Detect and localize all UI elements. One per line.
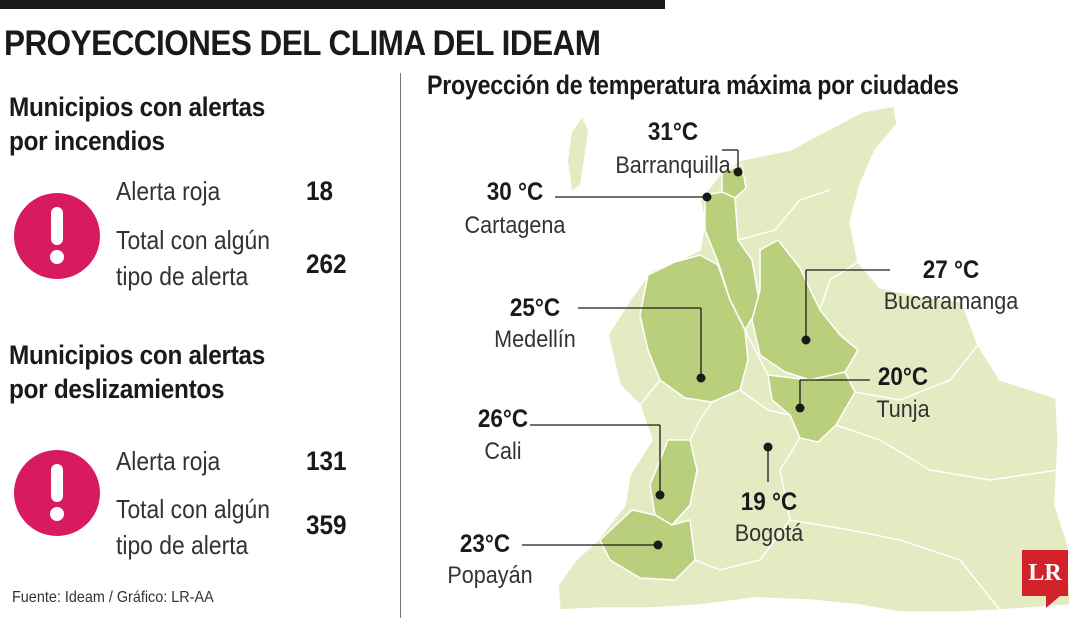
cali-pin [655,490,665,500]
landslides-total-value: 359 [306,510,347,540]
landslides-section-title: Municipios con alertas por deslizamiento… [9,338,265,406]
island-shape [568,118,588,190]
map-title: Proyección de temperatura máxima por ciu… [427,70,959,100]
barranquilla-name: Barranquilla [615,152,731,179]
barranquilla-temp: 31°C [647,118,699,146]
tunja-pin [795,403,805,413]
fires-total-label-line1: Total con algún [116,225,270,255]
lr-logo-tail [1046,596,1060,608]
fires-section-title: Municipios con alertas por incendios [9,90,265,158]
top-rule [0,0,665,9]
cartagena-pin [702,192,712,202]
cartagena-temp: 30 °C [486,178,544,206]
cali-temp: 26°C [477,405,529,433]
medellin-temp: 25°C [509,294,561,322]
landslides-total-label-line2: tipo de alerta [116,530,249,560]
page-title: PROYECCIONES DEL CLIMA DEL IDEAM [4,24,601,63]
bogota-temp: 19 °C [740,488,798,516]
landslides-red-label: Alerta roja [116,446,221,476]
lr-logo: LR [1022,550,1068,596]
medellin-pin [696,373,706,383]
landslides-title-line2: por deslizamientos [9,374,225,404]
medellin-name: Medellín [494,326,576,353]
tunja-temp: 20°C [877,363,929,391]
boyaca-region [767,371,856,443]
department-borders [639,189,1059,611]
popayan-name: Popayán [447,562,533,589]
barranquilla-pin [733,167,743,177]
landslides-title-line1: Municipios con alertas [9,340,266,370]
landslides-total-label-line1: Total con algún [116,494,270,524]
exclamation-icon [14,193,100,279]
cali-name: Cali [484,438,522,465]
bucaramanga-name: Bucaramanga [883,288,1019,315]
popayan-pin [653,540,663,550]
bogota-name: Bogotá [734,520,804,547]
fires-red-value: 18 [306,176,334,206]
vertical-divider [400,73,401,618]
bogota-pin [763,442,773,452]
tunja-name: Tunja [876,396,930,423]
exclamation-icon [14,450,100,536]
landslides-red-value: 131 [306,446,347,476]
antioquia-region [639,254,749,403]
fires-total-label-line2: tipo de alerta [116,261,249,291]
popayan-temp: 23°C [459,530,511,558]
fires-total-value: 262 [306,249,347,279]
bucaramanga-pin [801,335,811,345]
fires-title-line2: por incendios [9,126,165,156]
cartagena-name: Cartagena [464,212,566,239]
bucaramanga-temp: 27 °C [922,256,980,284]
fires-red-label: Alerta roja [116,176,221,206]
fires-title-line1: Municipios con alertas [9,92,266,122]
source-credit: Fuente: Ideam / Gráfico: LR-AA [12,589,214,606]
